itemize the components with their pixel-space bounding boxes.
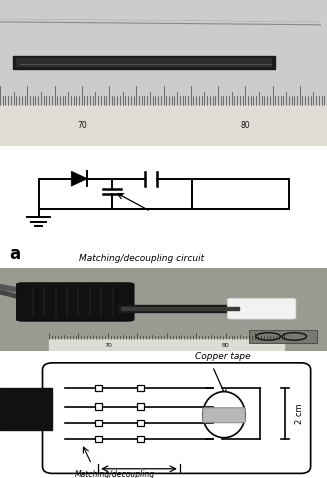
Bar [137,403,144,410]
Ellipse shape [203,391,245,438]
Text: Copper tape: Copper tape [195,351,250,360]
Bar [49,339,284,351]
Bar [137,385,144,391]
Text: 70: 70 [104,343,112,348]
Bar [0,0,327,105]
Bar [137,435,144,442]
Text: a: a [10,245,21,263]
Bar [249,330,317,343]
Text: 2 cm: 2 cm [295,403,304,424]
Text: 80: 80 [240,121,250,130]
FancyBboxPatch shape [16,283,134,321]
Bar [121,306,239,310]
Bar [95,385,102,391]
Text: Matching/decoupling: Matching/decoupling [74,470,155,478]
Bar [95,435,102,442]
Bar [13,56,275,68]
Bar [192,179,288,209]
Bar [95,403,102,410]
Bar [118,305,242,312]
FancyBboxPatch shape [43,363,311,473]
Text: 80: 80 [222,343,230,348]
Bar [95,420,102,426]
Polygon shape [71,171,87,186]
Text: 70: 70 [77,121,87,130]
FancyBboxPatch shape [227,298,296,319]
FancyBboxPatch shape [203,408,245,423]
Bar [16,58,271,66]
Bar [0,105,327,146]
Bar [137,420,144,426]
Bar [0,388,52,430]
Text: Matching/decoupling circuit: Matching/decoupling circuit [78,254,204,263]
